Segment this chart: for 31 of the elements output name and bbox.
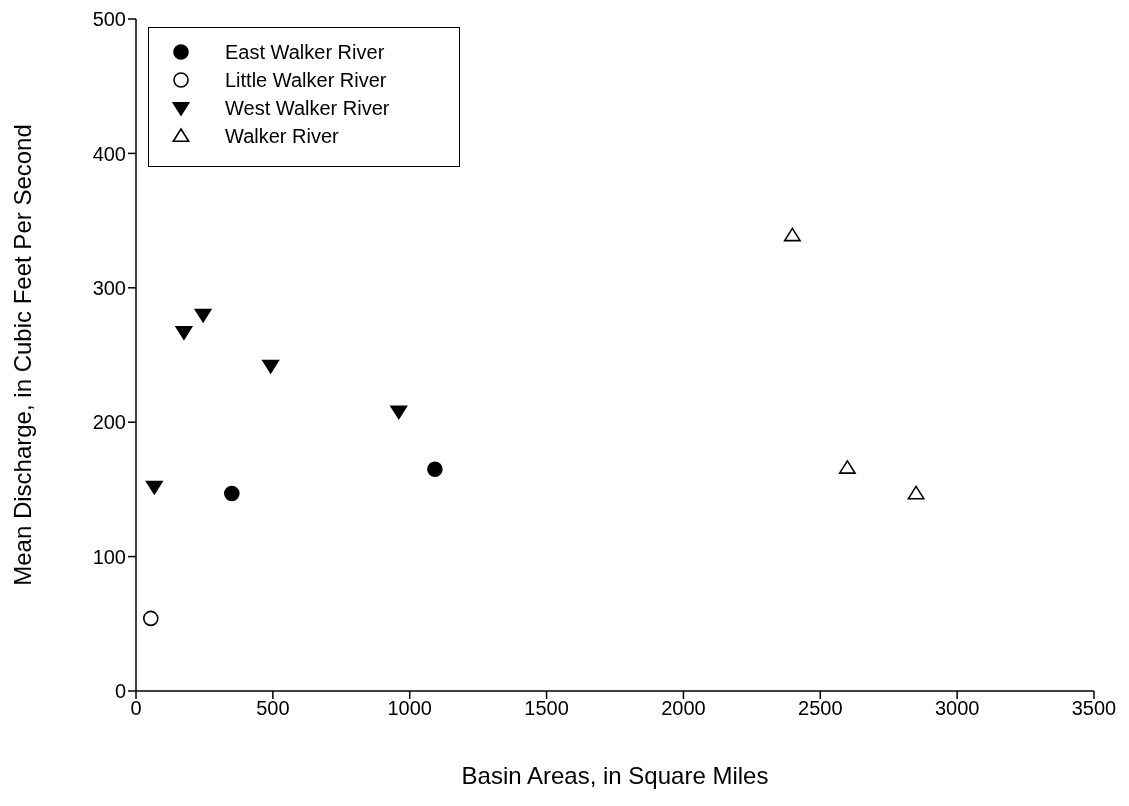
x-tick-label: 500 bbox=[256, 697, 290, 720]
x-tick-label: 2000 bbox=[661, 697, 706, 720]
point bbox=[142, 610, 159, 627]
x-tick-label: 1500 bbox=[524, 697, 569, 720]
point bbox=[175, 326, 193, 340]
legend-label: Walker River bbox=[225, 124, 339, 148]
x-axis-title: Basin Areas, in Square Miles bbox=[461, 762, 769, 789]
y-tick-label: 400 bbox=[92, 142, 126, 165]
point bbox=[390, 405, 408, 420]
x-tick-label: 2500 bbox=[798, 697, 843, 720]
point bbox=[783, 227, 801, 242]
point bbox=[145, 480, 163, 495]
y-tick-label: 300 bbox=[92, 276, 126, 299]
point bbox=[194, 308, 212, 323]
x-tick-label: 3500 bbox=[1071, 697, 1117, 720]
legend-label: West Walker River bbox=[225, 96, 390, 120]
y-axis-title: Mean Discharge, in Cubic Feet Per Second bbox=[8, 124, 36, 586]
point bbox=[262, 359, 280, 374]
y-tick-label: 200 bbox=[92, 411, 126, 434]
x-tick-label: 3000 bbox=[934, 697, 980, 720]
point bbox=[427, 461, 443, 478]
point bbox=[838, 460, 856, 474]
y-tick-label: 0 bbox=[114, 680, 126, 703]
y-tick-label: 500 bbox=[92, 8, 126, 31]
legend-label: East Walker River bbox=[225, 40, 385, 64]
x-tick-label: 0 bbox=[130, 697, 142, 720]
legend-label: Little Walker River bbox=[225, 68, 387, 92]
point bbox=[907, 485, 925, 500]
point bbox=[224, 485, 240, 502]
x-tick-label: 1000 bbox=[387, 697, 432, 720]
y-tick-label: 100 bbox=[92, 545, 126, 568]
